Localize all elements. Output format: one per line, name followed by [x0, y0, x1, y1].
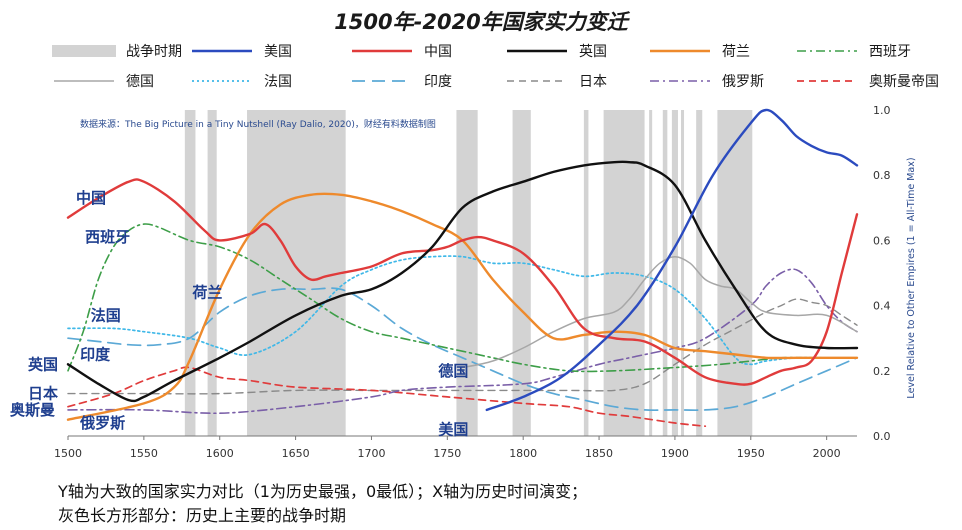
- series-label-india: 印度: [80, 346, 111, 364]
- legend-swatch: [507, 49, 567, 53]
- legend-swatch: [54, 80, 114, 82]
- series-line-japan: [67, 298, 858, 395]
- series-label-ottoman: 奥斯曼: [10, 401, 55, 419]
- legend-item-russia: 俄罗斯: [648, 70, 764, 92]
- x-tick-label: 1500: [54, 447, 82, 460]
- legend-swatch: [352, 80, 412, 82]
- y-tick-label: 0.8: [873, 169, 891, 182]
- series-label-uk: 英国: [28, 355, 58, 373]
- legend-label: 荷兰: [722, 44, 750, 60]
- legend-label: 印度: [424, 74, 452, 90]
- war-period-band: [247, 110, 346, 436]
- y-tick-label: 1.0: [873, 104, 891, 117]
- x-tick-label: 1550: [130, 447, 158, 460]
- legend-item-india: 印度: [350, 70, 452, 92]
- series-line-china: [66, 178, 859, 386]
- series-label-france: 法国: [91, 306, 121, 324]
- series-line-france: [67, 255, 858, 366]
- series-label-usa: 美国: [438, 420, 468, 438]
- series-line-india: [67, 287, 858, 412]
- x-tick-label: 1900: [661, 447, 689, 460]
- legend-swatch: [650, 49, 710, 53]
- series-lines: [66, 108, 859, 428]
- series-line-russia: [67, 268, 858, 415]
- legend-swatch: [192, 49, 252, 53]
- legend-swatch: [797, 80, 857, 82]
- war-period-band: [680, 110, 685, 436]
- war-period-band: [456, 110, 478, 436]
- legend-swatch: [52, 45, 116, 57]
- war-period-band: [671, 110, 678, 436]
- series-line-netherlands: [66, 192, 859, 421]
- series-line-uk: [66, 160, 859, 403]
- war-period-band: [512, 110, 531, 436]
- x-tick-label: 2000: [813, 447, 841, 460]
- series-line-germany: [461, 255, 858, 369]
- x-tick-label: 1950: [737, 447, 765, 460]
- legend-swatch: [352, 49, 412, 53]
- legend-label: 日本: [579, 74, 607, 90]
- legend-label: 英国: [579, 44, 607, 60]
- legend-item-germany: 德国: [52, 70, 154, 92]
- x-tick-label: 1650: [282, 447, 310, 460]
- legend-item-war-period: 战争时期: [52, 40, 182, 62]
- x-tick-label: 1700: [357, 447, 385, 460]
- legend-item-uk: 英国: [505, 40, 607, 62]
- legend-label: 西班牙: [869, 44, 911, 60]
- y-tick-label: 0.2: [873, 365, 891, 378]
- note-line-2: 灰色长方形部分：历史上主要的战争时期: [58, 506, 347, 525]
- war-period-band: [184, 110, 196, 436]
- y-axis-label: Level Relative to Other Empires (1 = All…: [906, 157, 917, 398]
- legend-label: 法国: [264, 74, 292, 90]
- series-line-spain: [67, 223, 858, 373]
- legend-item-usa: 美国: [190, 40, 292, 62]
- source-note: 数据来源：The Big Picture in a Tiny Nutshell …: [80, 118, 436, 130]
- legend-swatch: [507, 80, 567, 82]
- x-tick-label: 1750: [433, 447, 461, 460]
- legend-item-china: 中国: [350, 40, 452, 62]
- y-tick-label: 0.4: [873, 300, 891, 313]
- axes: 1500 1550 1600 1650 1700 1750 1800 1850 1900 1950…: [54, 104, 891, 460]
- war-period-band: [662, 110, 668, 436]
- note-line-1: Y轴为大致的国家实力对比（1为历史最强，0最低）；X轴为历史时间演变；: [58, 482, 588, 501]
- chart-title: 1500年-2020年国家实力变迁: [334, 10, 628, 34]
- chart-legend: 战争时期 美国 中国 英国 荷兰 西班牙德国 法国 印度 日本 俄罗斯 奥斯曼帝国: [0, 0, 962, 100]
- series-line-usa: [485, 108, 859, 412]
- x-tick-label: 1800: [509, 447, 537, 460]
- legend-item-france: 法国: [190, 70, 292, 92]
- legend-label: 俄罗斯: [722, 74, 764, 90]
- series-label-spain: 西班牙: [85, 228, 130, 246]
- legend-label: 德国: [126, 74, 154, 90]
- series-label-china: 中国: [76, 189, 106, 207]
- legend-label: 战争时期: [126, 44, 182, 60]
- war-period-band: [207, 110, 217, 436]
- series-label-japan: 日本: [28, 385, 58, 403]
- series-label-germany: 德国: [438, 362, 468, 380]
- legend-item-netherlands: 荷兰: [648, 40, 750, 62]
- war-period-band: [583, 110, 589, 436]
- x-tick-label: 1850: [585, 447, 613, 460]
- legend-label: 中国: [424, 44, 452, 60]
- series-label-russia: 俄罗斯: [79, 414, 125, 432]
- x-tick-label: 1600: [206, 447, 234, 460]
- legend-item-ottoman: 奥斯曼帝国: [795, 70, 939, 92]
- legend-label: 美国: [264, 44, 292, 60]
- legend-item-spain: 西班牙: [795, 40, 911, 62]
- series-line-ottoman: [67, 366, 707, 428]
- legend-swatch: [192, 80, 252, 82]
- y-tick-label: 0.6: [873, 234, 891, 247]
- legend-item-japan: 日本: [505, 70, 607, 92]
- legend-label: 奥斯曼帝国: [869, 74, 939, 90]
- y-tick-label: 0.0: [873, 430, 891, 443]
- series-label-netherlands: 荷兰: [192, 284, 222, 302]
